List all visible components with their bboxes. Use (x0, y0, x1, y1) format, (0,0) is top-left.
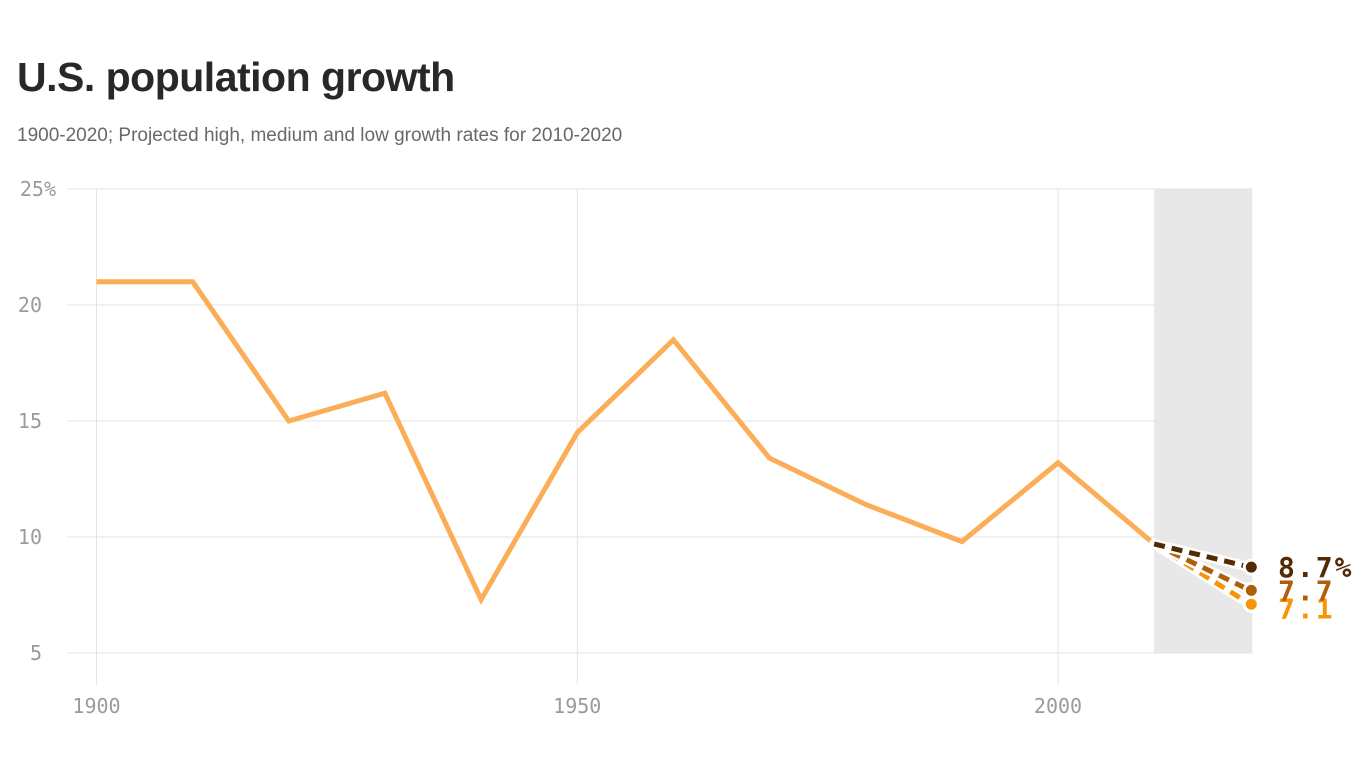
projection-dot-medium (1242, 581, 1260, 599)
chart-subtitle: 1900-2020; Projected high, medium and lo… (17, 125, 623, 146)
y-tick-label-20: 20 (18, 293, 42, 317)
y-tick-label-10: 10 (18, 525, 42, 549)
projection-dot-low (1242, 595, 1260, 613)
y-tick-label-5: 5 (30, 641, 42, 665)
projection-line-high (1153, 541, 1251, 570)
y-tick-label-25: 25% (20, 177, 56, 201)
projection-value-high: 8.7% (1278, 551, 1353, 584)
y-tick-label-15: 15 (18, 409, 42, 433)
projection-dot-high (1242, 558, 1260, 576)
projection-value-low: 7.1 (1278, 592, 1335, 625)
chart-title: U.S. population growth (17, 54, 455, 100)
x-tick-label-1900: 1900 (72, 694, 120, 718)
projection-value-medium: 7.7 (1278, 574, 1335, 607)
series-line-decennial-growth-rate-percent (96, 279, 1156, 606)
x-tick-label-2000: 2000 (1034, 694, 1082, 718)
x-tick-label-1950: 1950 (553, 694, 601, 718)
